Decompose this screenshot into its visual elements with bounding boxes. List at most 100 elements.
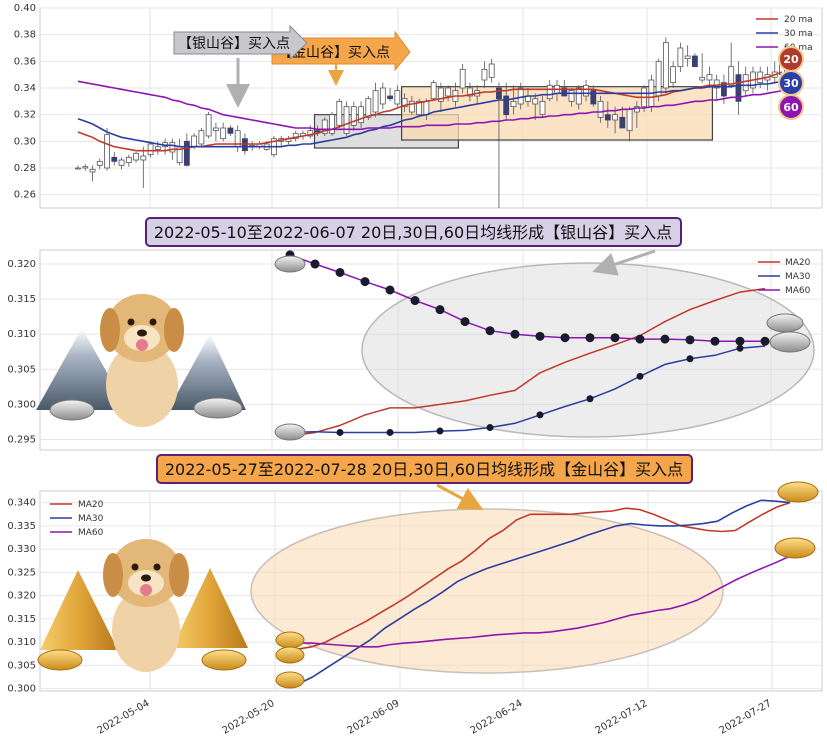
candle-body <box>612 114 618 121</box>
candle-body <box>205 114 212 137</box>
mid-legend: MA20 MA30 MA60 <box>758 258 811 296</box>
silver-ingot-icon-left <box>49 399 95 421</box>
candle-body <box>626 108 633 132</box>
silver-mountain-dog-illustration <box>36 294 246 427</box>
candle-body <box>706 74 713 81</box>
mid-point-MA60 <box>760 336 770 346</box>
mid-point-MA60 <box>360 277 370 287</box>
candle-body <box>372 90 379 113</box>
candle <box>488 58 495 83</box>
candle-body <box>154 146 161 150</box>
candle-body <box>111 156 118 162</box>
dog-nose <box>137 329 147 337</box>
candle-body <box>133 152 139 161</box>
candle-body <box>517 87 524 105</box>
candle <box>89 165 96 182</box>
candle-body <box>488 63 495 78</box>
candle-body <box>481 68 488 81</box>
bottom-pointer-arrow <box>436 483 484 510</box>
candle <box>140 146 147 188</box>
bottom-ma-lines <box>297 499 791 685</box>
silver-ingot-icon-start-bottom <box>274 423 306 441</box>
top-ma-lines <box>77 71 783 152</box>
dog-body-2 <box>112 588 180 672</box>
bottom-y-tick-label: 0.305 <box>7 660 36 671</box>
mid-series-MA30 <box>289 345 766 434</box>
top-y-tick-label: 0.30 <box>14 136 36 147</box>
bottom-y-tick-label: 0.340 <box>7 498 36 509</box>
candle <box>118 157 125 170</box>
bottom-x-tick-label: 2022-07-12 <box>594 698 650 737</box>
dog-eye-right <box>149 318 157 326</box>
candle <box>82 164 89 171</box>
top-y-tick-label: 0.26 <box>14 190 36 201</box>
candle-body <box>118 159 125 166</box>
bottom-legend: MA20 MA30 MA60 <box>50 500 104 538</box>
candle-body <box>510 100 517 108</box>
candle-body <box>728 66 735 86</box>
gold-ingot-icon-start-mid <box>275 646 305 664</box>
silver-callout-arrow <box>173 24 308 61</box>
candle-body <box>75 167 81 170</box>
bottom-x-ticks: 2022-05-04 2022-05-20 2022-06-09 2022-06-24… <box>96 698 774 737</box>
mid-point-MA60 <box>660 334 670 344</box>
bottom-y-tick-label: 0.330 <box>7 544 36 555</box>
mid-point-MA30 <box>486 424 494 432</box>
mid-legend-ma60: MA60 <box>785 286 811 296</box>
candle-body <box>546 84 553 100</box>
candle <box>532 93 539 120</box>
bottom-series-MA30 <box>297 499 791 685</box>
top-y-tick-label: 0.34 <box>14 83 36 94</box>
dog-tongue-2 <box>140 584 152 596</box>
candle <box>604 101 611 128</box>
dog-ear-right-2 <box>169 553 189 597</box>
candle <box>445 85 452 102</box>
dog-ear-left <box>100 308 120 352</box>
dog-tongue <box>136 339 148 351</box>
candle-body <box>684 55 691 60</box>
candle <box>343 101 350 136</box>
silver-ingot-icon <box>274 255 811 441</box>
candle-body <box>445 87 452 97</box>
candle <box>379 82 386 110</box>
candle <box>75 165 81 170</box>
mid-point-MA60 <box>435 305 445 315</box>
bottom-legend-ma30: MA30 <box>78 514 104 524</box>
candle-body <box>350 106 357 126</box>
bottom-legend-ma20: MA20 <box>78 500 104 510</box>
candle-body <box>568 90 575 102</box>
candle <box>662 37 669 94</box>
candle-body <box>125 156 132 164</box>
candle-body <box>459 68 466 89</box>
candle-body <box>321 119 328 134</box>
candle <box>568 88 575 107</box>
candle-body <box>604 114 611 121</box>
bottom-x-tick-label: 2022-07-27 <box>718 698 774 737</box>
mid-point-MA60 <box>535 331 545 341</box>
candle-body <box>757 71 764 84</box>
mid-point-MA60 <box>335 267 345 277</box>
candle <box>706 66 713 88</box>
candle-body <box>416 100 423 116</box>
candle <box>692 53 698 68</box>
mid-point-MA30 <box>636 372 644 380</box>
bottom-y-tick-label: 0.320 <box>7 591 36 602</box>
candle-body <box>721 82 727 97</box>
dog-eye-right-2 <box>153 563 161 571</box>
top-legend-ma30: 30 ma <box>784 29 813 39</box>
bottom-panel: 0.300 0.305 0.310 0.315 0.320 0.325 0.330 0.335… <box>7 454 823 737</box>
bottom-series-MA20 <box>297 501 791 650</box>
candle <box>96 158 103 170</box>
candle-body <box>343 106 350 134</box>
silver-callout-text: 【银山谷】买入点 <box>178 36 290 52</box>
candle-body <box>191 135 198 148</box>
candle-body <box>575 87 582 105</box>
silver-ingot-icon-end-bottom <box>769 331 811 353</box>
candle <box>467 82 473 102</box>
candle-body <box>147 143 154 156</box>
dog-muzzle-2 <box>128 570 164 596</box>
candle <box>133 152 139 163</box>
mid-y-ticks: 0.295 0.300 0.305 0.310 0.315 0.320 <box>7 259 36 445</box>
silver-valley-highlight <box>361 262 815 438</box>
